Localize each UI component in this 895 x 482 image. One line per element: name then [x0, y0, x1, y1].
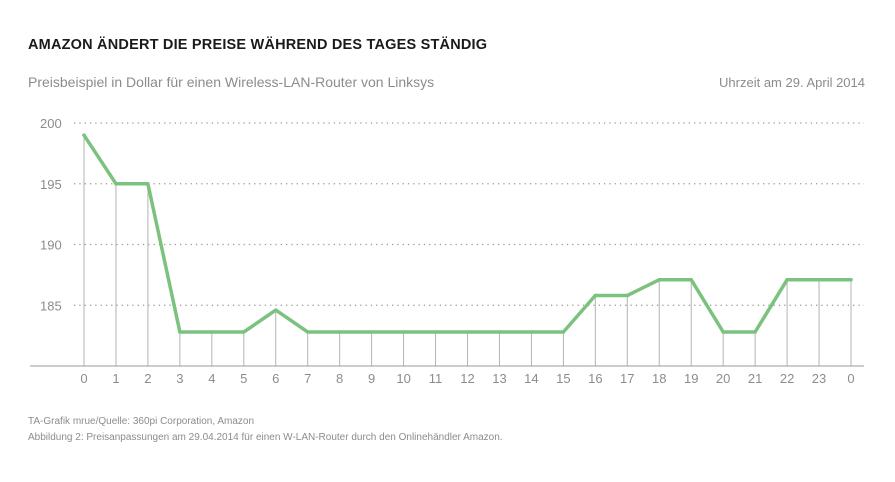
y-tick-label: 200 — [40, 116, 62, 131]
x-tick-label: 3 — [176, 371, 183, 386]
data-point — [274, 308, 278, 312]
x-tick-label: 12 — [460, 371, 474, 386]
data-point — [593, 293, 598, 298]
x-tick-label: 10 — [396, 371, 410, 386]
x-tick-label: 21 — [748, 371, 762, 386]
data-point — [306, 330, 310, 334]
data-point — [82, 133, 86, 137]
data-point — [721, 330, 725, 334]
x-tick-label: 8 — [336, 371, 343, 386]
x-tick-label: 13 — [492, 371, 506, 386]
data-point — [753, 330, 757, 334]
chart-title: AMAZON ÄNDERT DIE PREISE WÄHREND DES TAG… — [28, 37, 488, 53]
data-point — [561, 330, 566, 334]
data-point — [114, 182, 118, 186]
y-tick-label: 195 — [40, 177, 62, 192]
y-tick-label: 190 — [40, 238, 62, 253]
data-point — [529, 330, 534, 334]
x-tick-label: 4 — [208, 371, 215, 386]
x-tick-label: 9 — [368, 371, 375, 386]
x-tick-label: 17 — [620, 371, 634, 386]
data-point — [817, 278, 821, 282]
x-tick-label: 1 — [112, 371, 119, 386]
x-tick-label: 14 — [524, 371, 538, 386]
data-point — [433, 330, 438, 334]
data-point — [785, 278, 789, 282]
data-point — [337, 330, 342, 334]
data-point — [210, 330, 214, 334]
data-point — [242, 330, 246, 334]
x-tick-label: 0 — [847, 371, 854, 386]
x-tick-label: 20 — [716, 371, 730, 386]
data-point — [401, 330, 406, 334]
x-tick-label: 0 — [80, 371, 87, 386]
x-tick-label: 23 — [812, 371, 826, 386]
data-point — [369, 330, 374, 334]
data-point — [657, 278, 661, 282]
price-series-line — [82, 133, 853, 334]
x-tick-label: 5 — [240, 371, 247, 386]
data-point — [146, 182, 150, 186]
x-tick-label: 15 — [556, 371, 570, 386]
x-tick-label: 11 — [429, 371, 443, 386]
data-point — [465, 330, 470, 334]
x-tick-label: 19 — [684, 371, 698, 386]
x-tick-label: 22 — [780, 371, 794, 386]
source-note: TA-Grafik mrue/Quelle: 360pi Corporation… — [28, 416, 255, 427]
y-tick-label: 185 — [40, 298, 62, 313]
x-axis-label: Uhrzeit am 29. April 2014 — [719, 75, 865, 90]
chart-subtitle: Preisbeispiel in Dollar für einen Wirele… — [28, 74, 435, 90]
data-point — [689, 278, 693, 282]
x-tick-label: 2 — [144, 371, 151, 386]
data-point — [497, 330, 502, 334]
x-tick-label: 18 — [652, 371, 666, 386]
data-point — [849, 278, 853, 282]
data-point — [625, 293, 629, 298]
x-tick-label: 7 — [304, 371, 311, 386]
x-tick-label: 6 — [272, 371, 279, 386]
figure-caption: Abbildung 2: Preisanpassungen am 29.04.2… — [28, 432, 503, 443]
x-tick-label: 16 — [588, 371, 602, 386]
data-point — [178, 330, 182, 334]
